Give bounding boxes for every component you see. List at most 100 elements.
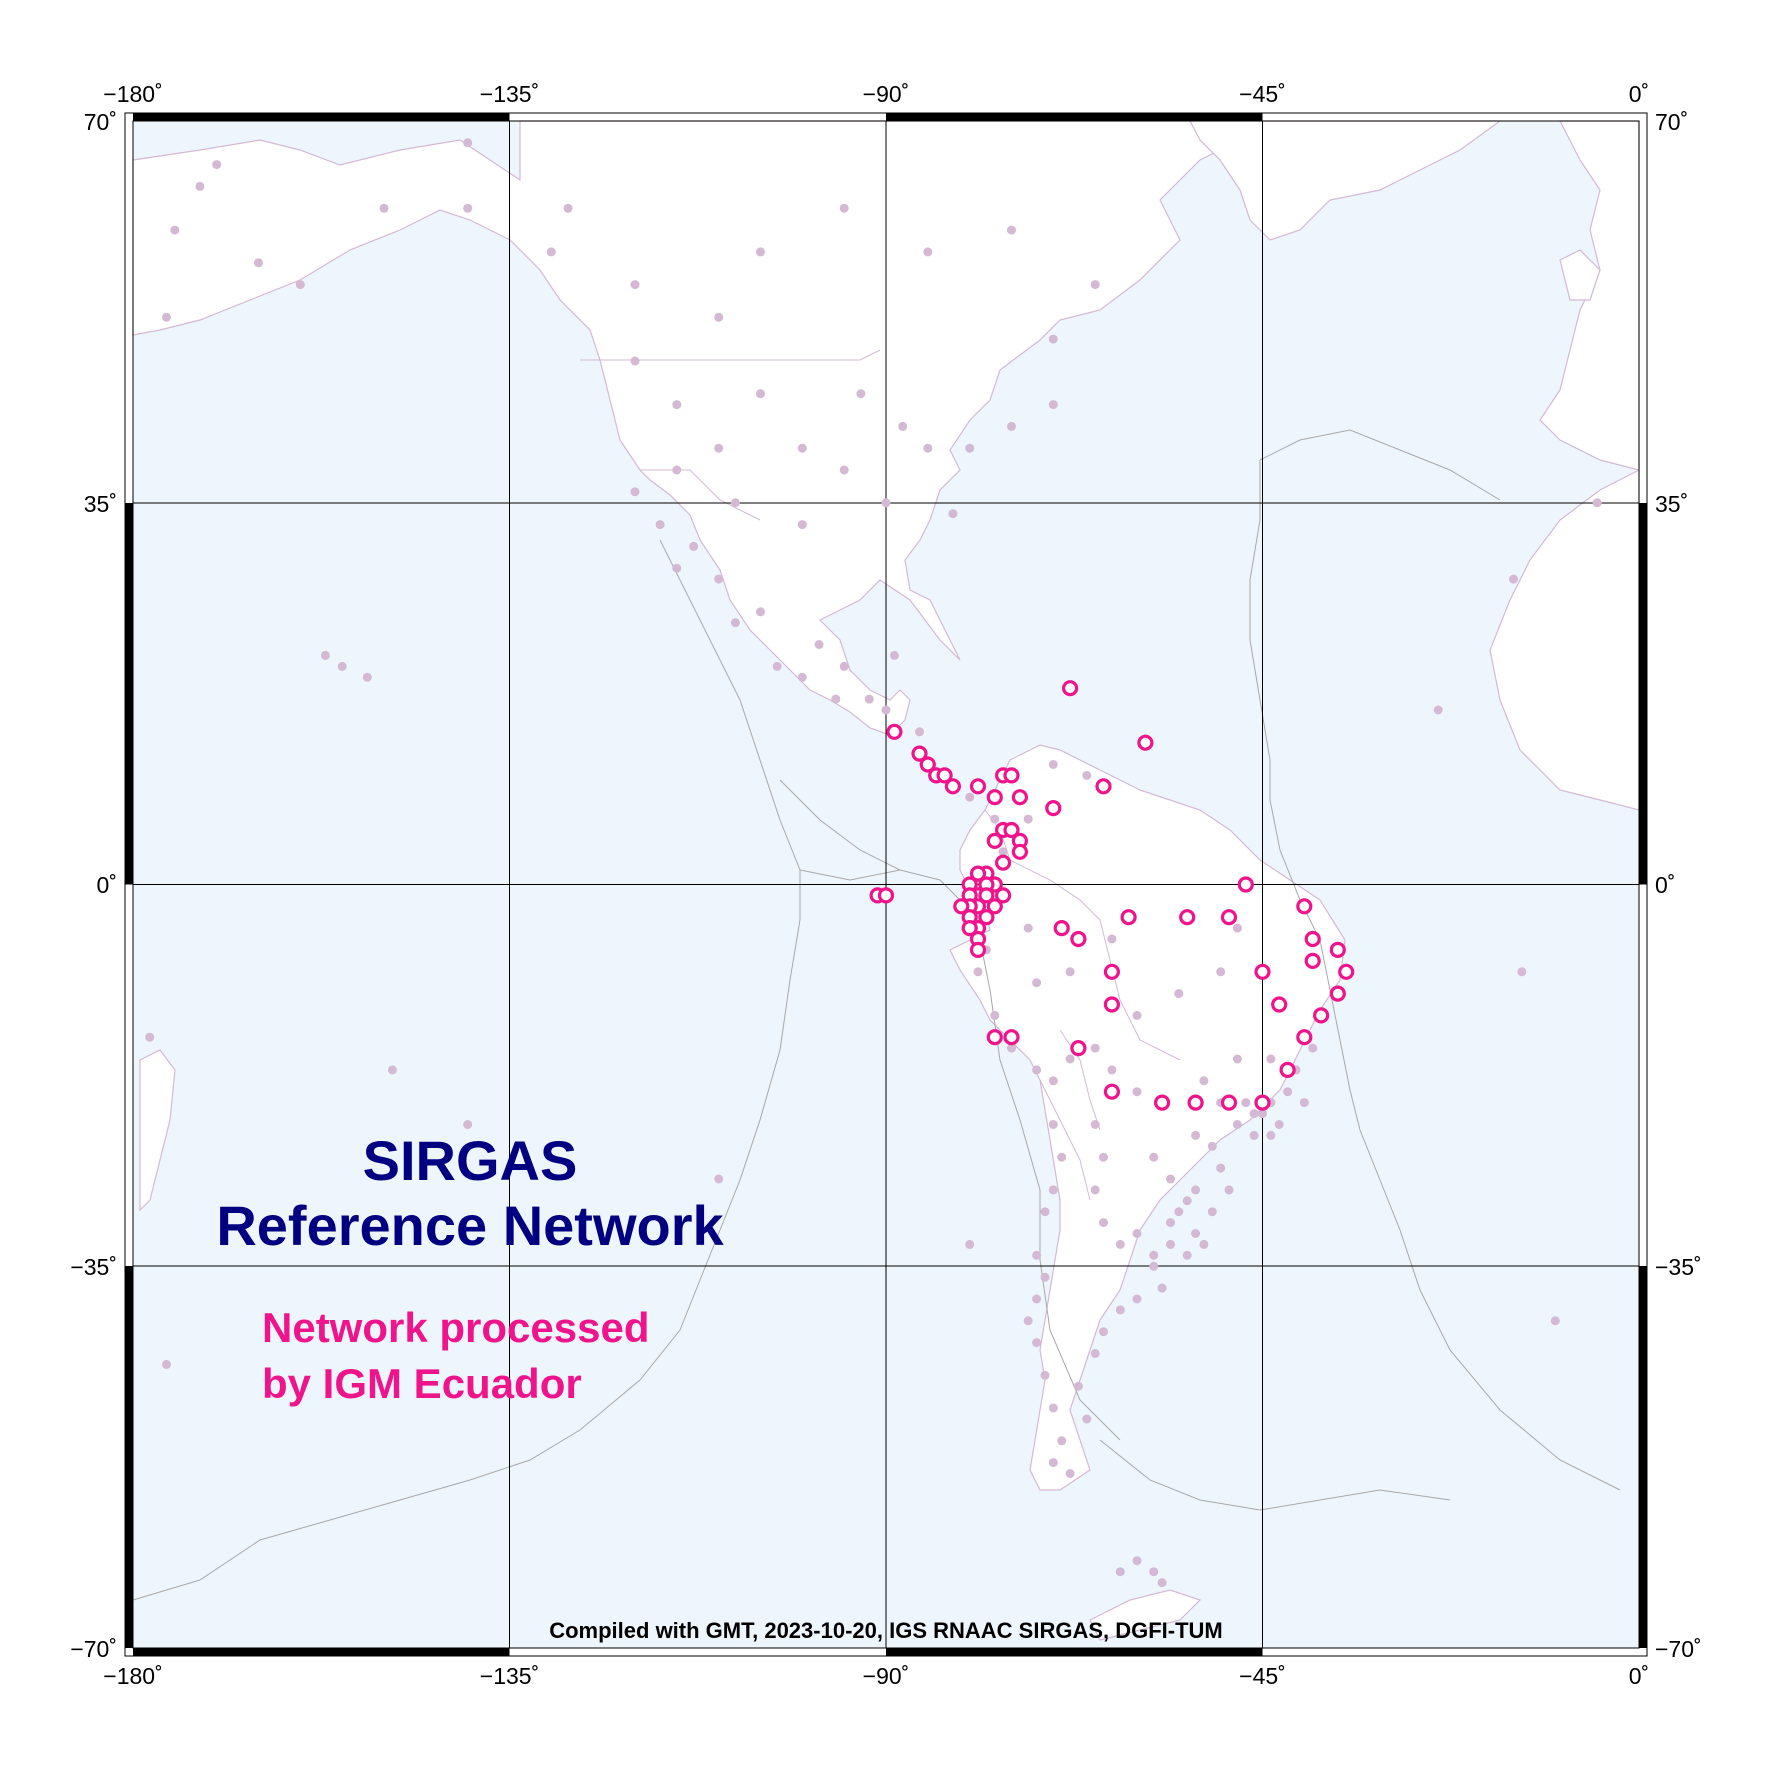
y-tick-label: 70˚ bbox=[84, 109, 117, 135]
station-point bbox=[864, 694, 874, 704]
y-tick-label: 35˚ bbox=[84, 491, 117, 517]
station-point bbox=[212, 160, 222, 170]
station-point bbox=[1274, 1120, 1284, 1129]
processed-station-point bbox=[953, 898, 970, 915]
y-tick-label: 0˚ bbox=[97, 872, 117, 898]
station-point bbox=[563, 203, 573, 213]
station-point bbox=[1048, 400, 1058, 410]
antarctica-land bbox=[1089, 1589, 1202, 1641]
processed-station-point bbox=[1237, 876, 1254, 893]
x-tick-label: −90˚ bbox=[863, 1663, 910, 1689]
y-tick-labels-left: 70˚ 35˚ 0˚ −35˚ −70˚ bbox=[70, 109, 117, 1662]
station-point bbox=[1082, 770, 1092, 780]
processed-station-point bbox=[1070, 1039, 1087, 1057]
station-point bbox=[714, 312, 724, 322]
station-point bbox=[756, 247, 765, 257]
processed-station-point bbox=[986, 789, 1003, 806]
station-point bbox=[463, 203, 473, 213]
station-point bbox=[1032, 1065, 1042, 1075]
station-point bbox=[1232, 1054, 1242, 1064]
new-zealand-land bbox=[139, 1049, 176, 1212]
x-tick-labels-top: −180˚ −135˚ −90˚ −45˚ 0˚ bbox=[103, 81, 1649, 107]
station-point bbox=[797, 520, 807, 530]
station-point bbox=[1115, 1239, 1125, 1249]
station-point bbox=[162, 312, 171, 322]
processed-station-point bbox=[919, 756, 936, 773]
station-point bbox=[1040, 1272, 1050, 1282]
processed-station-point bbox=[1103, 963, 1121, 980]
x-tick-label: −135˚ bbox=[480, 1663, 539, 1689]
processed-station-point bbox=[1053, 919, 1070, 937]
subtitle-line1: Network processed bbox=[262, 1304, 649, 1351]
processed-station-point bbox=[1095, 778, 1112, 795]
station-point bbox=[1517, 967, 1527, 977]
processed-station-point bbox=[877, 887, 895, 904]
station-point bbox=[1174, 1207, 1184, 1217]
x-tick-label: −180˚ bbox=[103, 1663, 162, 1689]
station-point bbox=[1090, 1185, 1100, 1195]
station-point bbox=[1299, 1098, 1309, 1108]
station-point bbox=[1099, 1218, 1108, 1228]
station-point bbox=[655, 520, 665, 530]
map-credit: Compiled with GMT, 2023-10-20, IGS RNAAC… bbox=[549, 1618, 1223, 1643]
station-point bbox=[1032, 978, 1042, 988]
station-point bbox=[1157, 1283, 1167, 1293]
station-point bbox=[839, 465, 849, 475]
map-title-line2: Reference Network bbox=[216, 1194, 724, 1257]
station-point bbox=[856, 389, 866, 399]
station-point bbox=[1132, 1087, 1142, 1097]
station-point bbox=[965, 792, 975, 802]
processed-station-point bbox=[986, 1029, 1003, 1046]
station-point bbox=[1216, 1163, 1226, 1173]
processed-station-point bbox=[1070, 930, 1087, 948]
station-point bbox=[1149, 1567, 1159, 1577]
north-america-land bbox=[132, 120, 1261, 736]
station-point bbox=[1191, 1229, 1201, 1238]
station-point bbox=[463, 1120, 473, 1129]
station-point bbox=[162, 1359, 171, 1369]
processed-station-point bbox=[1220, 1094, 1238, 1111]
processed-station-point bbox=[1153, 1094, 1171, 1111]
station-point bbox=[756, 389, 765, 399]
station-point bbox=[965, 443, 975, 453]
station-point bbox=[1232, 923, 1242, 933]
landmass-layer bbox=[132, 120, 1640, 1641]
station-point bbox=[1023, 814, 1033, 824]
processed-station-point bbox=[1061, 680, 1079, 697]
station-point bbox=[1115, 1567, 1125, 1577]
y-tick-label: 70˚ bbox=[1655, 109, 1688, 135]
station-point bbox=[337, 661, 347, 671]
station-point bbox=[1090, 1120, 1100, 1129]
processed-station-point bbox=[1003, 821, 1020, 839]
subtitle-line2: by IGM Ecuador bbox=[262, 1360, 582, 1407]
processed-station-point bbox=[961, 919, 978, 937]
station-point bbox=[1132, 1294, 1142, 1304]
processed-station-point bbox=[1296, 898, 1313, 915]
station-point bbox=[998, 847, 1008, 857]
station-point bbox=[1057, 1152, 1067, 1162]
x-tick-label: −90˚ bbox=[863, 81, 910, 107]
processed-station-point bbox=[1329, 985, 1346, 1002]
processed-station-point bbox=[986, 832, 1003, 850]
station-point bbox=[1207, 1207, 1217, 1217]
processed-station-point bbox=[1187, 1094, 1204, 1111]
processed-station-point bbox=[1120, 909, 1137, 926]
station-point bbox=[1048, 334, 1058, 344]
station-point bbox=[965, 1239, 975, 1249]
uk-land bbox=[1559, 249, 1601, 301]
processed-station-point bbox=[978, 909, 995, 926]
station-point bbox=[831, 694, 841, 704]
processed-station-point bbox=[986, 898, 1003, 915]
station-point bbox=[1023, 923, 1033, 933]
station-point bbox=[1090, 1043, 1100, 1053]
greenland-land bbox=[1189, 120, 1502, 241]
station-point bbox=[814, 640, 824, 649]
processed-station-point bbox=[994, 854, 1012, 871]
y-tick-label: 35˚ bbox=[1655, 491, 1688, 517]
station-point bbox=[1249, 1130, 1259, 1140]
y-tick-label: −35˚ bbox=[1655, 1254, 1702, 1280]
processed-station-point bbox=[1179, 909, 1196, 926]
x-tick-label: −45˚ bbox=[1239, 81, 1286, 107]
station-point bbox=[1258, 1109, 1267, 1119]
station-point bbox=[630, 280, 640, 290]
